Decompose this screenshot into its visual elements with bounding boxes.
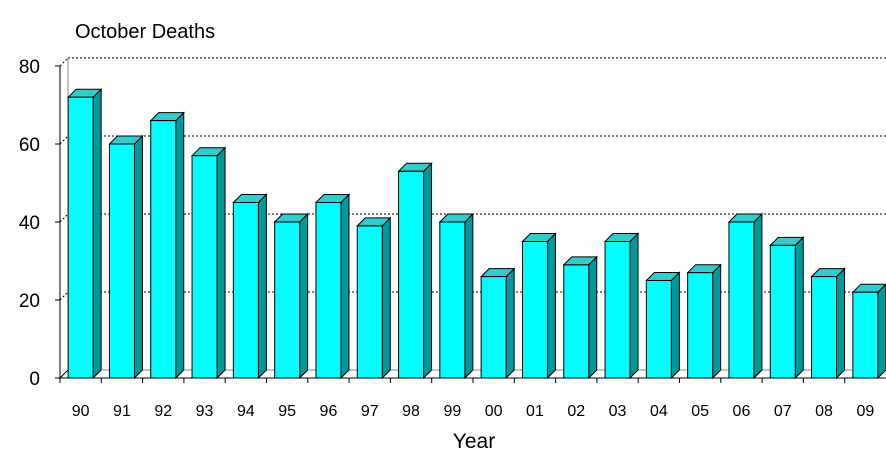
x-tick-label: 93	[196, 403, 214, 420]
bar-91	[108, 134, 144, 380]
bar-92	[149, 111, 185, 380]
bar-front	[769, 244, 796, 379]
y-tick-label: 20	[19, 291, 40, 312]
bar-side	[423, 162, 433, 380]
bar-98	[397, 162, 433, 380]
chart-title: October Deaths	[75, 21, 215, 43]
bar-side	[257, 193, 267, 380]
bar-front	[480, 276, 507, 379]
x-tick-label: 90	[72, 403, 90, 420]
bar-front	[687, 272, 714, 379]
gridline-depth	[59, 135, 69, 145]
bar-side	[175, 111, 185, 380]
bar-05	[686, 263, 722, 380]
bar-06	[727, 212, 764, 380]
bar-front	[315, 202, 342, 379]
bars	[66, 87, 886, 380]
bar-front	[108, 143, 135, 379]
bar-07	[769, 236, 805, 380]
bar-90	[66, 87, 103, 380]
bar-94	[232, 193, 268, 380]
bar-front	[645, 280, 672, 379]
x-tick-label: 07	[774, 403, 792, 420]
floor-depth-edge	[59, 369, 69, 379]
bar-front	[728, 221, 755, 379]
bar-front	[439, 221, 466, 379]
bar-95	[273, 212, 309, 380]
bar-side	[588, 255, 598, 380]
bar-front	[398, 170, 425, 379]
x-tick-label: 08	[815, 403, 833, 420]
bar-side	[753, 212, 763, 380]
bar-01	[521, 232, 557, 380]
bar-side	[464, 212, 474, 380]
bar-front	[67, 96, 94, 379]
bar-front	[521, 241, 548, 379]
bar-03	[603, 232, 640, 380]
x-tick-label: 05	[691, 403, 709, 420]
gridline-depth	[59, 291, 69, 301]
x-tick-label: 92	[154, 403, 172, 420]
x-tick-label: 09	[856, 403, 874, 420]
bar-front	[232, 202, 259, 379]
bar-front	[811, 276, 838, 379]
bar-side	[629, 232, 639, 380]
gridline-depth	[59, 213, 69, 223]
x-tick-label: 99	[443, 403, 461, 420]
bar-side	[216, 146, 226, 380]
x-tick-label: 91	[113, 403, 131, 420]
x-tick-label: 06	[733, 403, 751, 420]
x-tick-label: 94	[237, 403, 255, 420]
x-tick-label: 97	[361, 403, 379, 420]
bar-99	[438, 212, 475, 380]
bar-front	[356, 225, 383, 379]
x-tick-label: 04	[650, 403, 668, 420]
bar-side	[505, 267, 515, 380]
bar-side	[299, 212, 309, 380]
bar-09	[851, 283, 886, 380]
bar-side	[794, 236, 804, 380]
y-tick-label: 40	[19, 213, 40, 234]
bar-front	[852, 291, 879, 379]
x-axis-label: Year	[453, 430, 495, 453]
bar-side	[381, 216, 391, 380]
bar-front	[604, 241, 631, 379]
x-tick-label: 98	[402, 403, 420, 420]
bar-02	[562, 255, 598, 380]
bar-front	[274, 221, 301, 379]
x-tick-label: 02	[567, 403, 585, 420]
bar-08	[810, 267, 846, 380]
bar-side	[340, 193, 350, 380]
x-tick-labels: 90 91 92 93 94 95 96 97 98 99 00 01 02 03 04 05 06 07 08 09	[72, 403, 875, 420]
bar-side	[546, 232, 556, 380]
bar-front	[150, 120, 177, 379]
bar-side	[836, 267, 846, 380]
bar-97	[356, 216, 392, 380]
bar-side	[670, 271, 680, 380]
bar-side	[712, 263, 722, 380]
bar-side	[133, 134, 143, 380]
y-tick-labels: 0 20 40 60 80	[19, 57, 40, 390]
bar-side	[92, 87, 102, 380]
x-tick-label: 95	[278, 403, 296, 420]
x-tick-label: 03	[609, 403, 627, 420]
y-tick-label: 80	[19, 57, 40, 78]
bar-front	[191, 155, 218, 379]
bar-96	[314, 193, 351, 380]
y-tick-label: 0	[29, 369, 40, 390]
gridline-depth	[59, 57, 69, 67]
bar-93	[190, 146, 227, 380]
x-tick-label: 96	[320, 403, 338, 420]
bar-side	[877, 283, 886, 380]
bar-00	[479, 267, 516, 380]
bar-04	[645, 271, 681, 380]
y-tick-label: 60	[19, 135, 40, 156]
x-tick-label: 00	[485, 403, 503, 420]
x-tick-label: 01	[526, 403, 544, 420]
bar-front	[563, 264, 590, 379]
